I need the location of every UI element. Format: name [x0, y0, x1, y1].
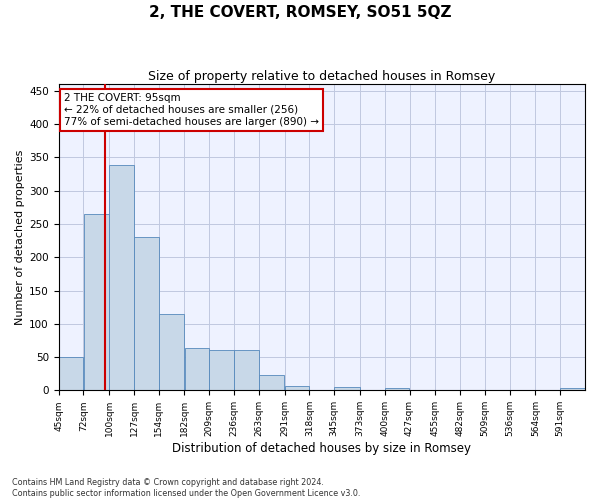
Bar [234, 350, 259, 391]
Text: Contains HM Land Registry data © Crown copyright and database right 2024.
Contai: Contains HM Land Registry data © Crown c… [12, 478, 361, 498]
Bar [209, 350, 234, 391]
Text: 2, THE COVERT, ROMSEY, SO51 5QZ: 2, THE COVERT, ROMSEY, SO51 5QZ [149, 5, 451, 20]
Bar [83, 214, 109, 390]
Bar [385, 388, 409, 390]
Bar [185, 348, 209, 391]
Bar [285, 386, 309, 390]
Bar [259, 375, 284, 390]
Bar [109, 166, 134, 390]
Title: Size of property relative to detached houses in Romsey: Size of property relative to detached ho… [148, 70, 496, 83]
Bar [159, 314, 184, 390]
X-axis label: Distribution of detached houses by size in Romsey: Distribution of detached houses by size … [172, 442, 472, 455]
Bar [59, 357, 83, 390]
Bar [134, 238, 158, 390]
Y-axis label: Number of detached properties: Number of detached properties [15, 150, 25, 325]
Bar [560, 388, 585, 390]
Text: 2 THE COVERT: 95sqm
← 22% of detached houses are smaller (256)
77% of semi-detac: 2 THE COVERT: 95sqm ← 22% of detached ho… [64, 94, 319, 126]
Bar [334, 387, 360, 390]
